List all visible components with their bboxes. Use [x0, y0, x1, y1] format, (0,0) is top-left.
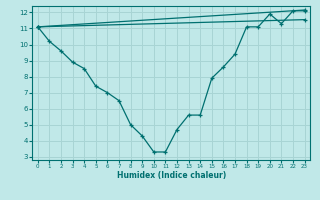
X-axis label: Humidex (Indice chaleur): Humidex (Indice chaleur) [116, 171, 226, 180]
